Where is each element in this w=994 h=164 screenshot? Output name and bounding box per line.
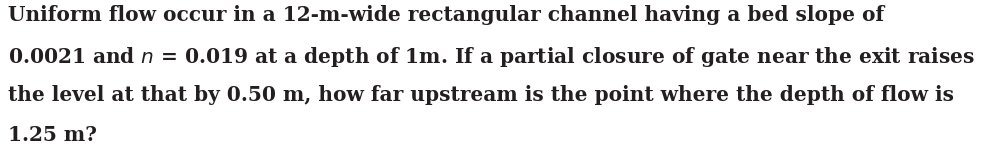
Text: the level at that by 0.50 m, how far upstream is the point where the depth of fl: the level at that by 0.50 m, how far ups… <box>8 85 953 105</box>
Text: 1.25 m?: 1.25 m? <box>8 125 96 145</box>
Text: 0.0021 and $n$ = 0.019 at a depth of 1m. If a partial closure of gate near the e: 0.0021 and $n$ = 0.019 at a depth of 1m.… <box>8 45 974 69</box>
Text: Uniform flow occur in a 12-m-wide rectangular channel having a bed slope of: Uniform flow occur in a 12-m-wide rectan… <box>8 5 884 25</box>
